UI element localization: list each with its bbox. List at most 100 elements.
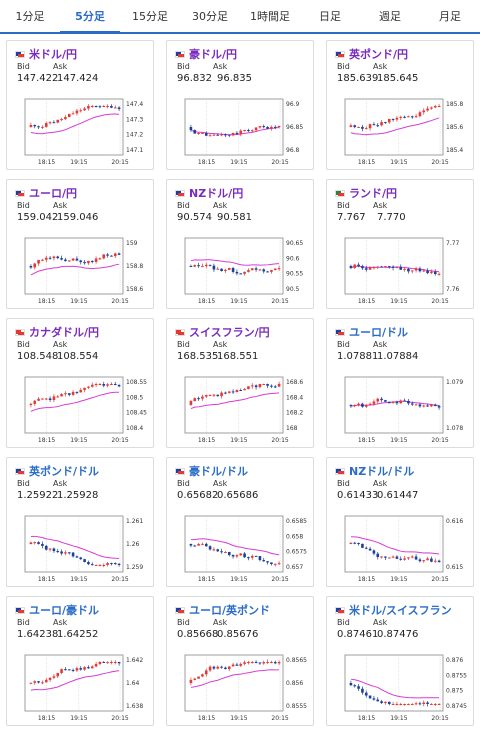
bid-value: 1.64238 (17, 629, 59, 640)
mini-candlestick-chart[interactable]: 168.6 168.4 168.2 168 18:15 19:15 20:15 (171, 371, 311, 445)
candle-body (79, 389, 83, 393)
bid-ask-labels: Bid Ask (177, 618, 249, 627)
currency-pair-link[interactable]: ユーロ/円 (29, 187, 78, 200)
currency-pair-link[interactable]: NZドル/ドル (349, 465, 415, 478)
candle-body (422, 405, 426, 407)
currency-card[interactable]: ユーロ/英ポンド Bid Ask 0.85668 0.85676 0.8565 0.856 0… (166, 596, 314, 726)
currency-card[interactable]: 豪ドル/円 Bid Ask 96.832 96.835 96.9 96.85 96.8 18:1… (166, 40, 314, 170)
mini-candlestick-chart[interactable]: 1.261 1.26 1.259 18:15 19:15 20:15 (11, 510, 151, 584)
currency-pair-link[interactable]: 米ドル/円 (29, 48, 78, 61)
candle-body (250, 130, 254, 132)
candle-body (277, 563, 281, 565)
candle-body (247, 662, 250, 663)
candle-body (437, 560, 441, 563)
candle-body (266, 662, 269, 663)
candle-body (216, 666, 220, 669)
currency-pair-link[interactable]: ユーロ/英ポンド (189, 604, 271, 617)
tab-timeframe[interactable]: 5分足 (60, 0, 120, 34)
currency-card[interactable]: ランド/円 Bid Ask 7.767 7.770 7.77 7.76 18:15 19:15 2… (326, 179, 474, 309)
mini-candlestick-chart[interactable]: 7.77 7.76 18:15 19:15 20:15 (331, 232, 471, 306)
candle-body (262, 126, 266, 128)
ask-label: Ask (213, 62, 228, 71)
tab-timeframe[interactable]: 30分足 (192, 10, 228, 23)
candle-body (110, 662, 113, 663)
currency-card[interactable]: 英ポンド/ドル Bid Ask 1.25922 1.25928 1.261 1.26 1.25… (6, 457, 154, 587)
candle-body (113, 384, 117, 385)
bid-ask-values: 108.548 108.554 (17, 351, 98, 362)
mini-candlestick-chart[interactable]: 90.65 90.6 90.55 90.5 18:15 19:15 20:15 (171, 232, 311, 306)
tab-timeframe[interactable]: 月足 (439, 10, 461, 23)
currency-card[interactable]: ユーロ/ドル Bid Ask 1.07881 1.07884 1.079 1.078 18:1… (326, 318, 474, 448)
mini-candlestick-chart[interactable]: 96.9 96.85 96.8 18:15 19:15 20:15 (171, 93, 311, 167)
x-tick-label: 19:15 (70, 298, 87, 305)
currency-pair-link[interactable]: NZドル/円 (189, 187, 244, 200)
candle-body (258, 662, 262, 664)
candle-body (395, 117, 399, 120)
candle-body (60, 394, 63, 397)
tab-timeframe[interactable]: 週足 (379, 10, 401, 23)
bid-ask-values: 0.61433 0.61447 (337, 490, 418, 501)
candle-body (33, 400, 37, 404)
currency-card[interactable]: NZドル/ドル Bid Ask 0.61433 0.61447 0.616 0.615 18:… (326, 457, 474, 587)
mini-candlestick-chart[interactable]: 1.079 1.078 18:15 19:15 20:15 (331, 371, 471, 445)
mini-candlestick-chart[interactable]: 0.6585 0.658 0.6575 0.657 18:15 19:15 20:15 (171, 510, 311, 584)
currency-card[interactable]: 英ポンド/円 Bid Ask 185.639 185.645 185.8 185.6 185.… (326, 40, 474, 170)
candle-body (71, 391, 75, 395)
candle-body (430, 558, 433, 562)
currency-card[interactable]: NZドル/円 Bid Ask 90.574 90.581 90.65 90.6 90.55 90… (166, 179, 314, 309)
currency-pair-link[interactable]: ユーロ/ドル (349, 326, 409, 339)
mini-candlestick-chart[interactable]: 0.616 0.615 18:15 19:15 20:15 (331, 510, 471, 584)
candle-body (387, 701, 391, 704)
tab-timeframe[interactable]: 日足 (319, 10, 341, 23)
currency-card[interactable]: ユーロ/円 Bid Ask 159.042 159.046 159 158.8 158.6 18… (6, 179, 154, 309)
tab-timeframe[interactable]: 1分足 (15, 10, 45, 23)
candle-body (208, 394, 212, 396)
candle-body (254, 385, 258, 388)
candle-body (83, 387, 86, 390)
currency-card[interactable]: 豪ドル/ドル Bid Ask 0.65682 0.65686 0.6585 0.658 0.6… (166, 457, 314, 587)
currency-pair-link[interactable]: 英ポンド/ドル (29, 465, 100, 478)
candle-body (98, 565, 102, 566)
candle-body (33, 125, 37, 127)
card-header: 米ドル/円 (15, 46, 77, 62)
candle-body (98, 662, 102, 665)
y-tick-label: 0.6575 (286, 549, 307, 556)
currency-card[interactable]: カナダドル/円 Bid Ask 108.548 108.554 108.55 108.5 10… (6, 318, 154, 448)
currency-pair-link[interactable]: 豪ドル/ドル (189, 465, 249, 478)
y-tick-label: 158.6 (126, 286, 143, 293)
mini-candlestick-chart[interactable]: 185.8 185.6 185.4 18:15 19:15 20:15 (331, 93, 471, 167)
currency-pair-link[interactable]: 英ポンド/円 (349, 48, 409, 61)
mini-candlestick-chart[interactable]: 147.4 147.3 147.2 147.1 18:15 19:15 20:15 (11, 93, 151, 167)
tab-timeframe[interactable]: 1時間足 (250, 10, 290, 23)
mini-candlestick-chart[interactable]: 108.55 108.5 108.45 108.4 18:15 19:15 20:15 (11, 371, 151, 445)
currency-card[interactable]: 米ドル/円 Bid Ask 147.422 147.424 147.4 147.3 147.2… (6, 40, 154, 170)
candle-body (430, 404, 433, 407)
candle-body (90, 564, 94, 566)
currency-pair-link[interactable]: 豪ドル/円 (189, 48, 238, 61)
currency-pair-link[interactable]: スイスフラン/円 (189, 326, 270, 339)
moving-average-line (30, 670, 120, 691)
candle-body (254, 555, 258, 557)
bid-ask-labels: Bid Ask (337, 479, 409, 488)
tab-timeframe[interactable]: 15分足 (132, 10, 168, 23)
currency-card[interactable]: 米ドル/スイスフラン Bid Ask 0.87461 0.87476 0.876 0.875… (326, 596, 474, 726)
candle-body (395, 401, 399, 404)
candle-body (273, 268, 277, 270)
candle-body (201, 396, 204, 399)
candle-body (384, 122, 387, 124)
mini-candlestick-chart[interactable]: 0.876 0.8755 0.875 0.8745 18:15 19:15 20:15 (331, 649, 471, 723)
candle-body (52, 256, 56, 259)
currency-pair-link[interactable]: ランド/円 (349, 187, 398, 200)
currency-pair-link[interactable]: ユーロ/豪ドル (29, 604, 100, 617)
candle-body (239, 553, 243, 556)
candle-body (110, 106, 113, 108)
currency-pair-link[interactable]: カナダドル/円 (29, 326, 100, 339)
mini-candlestick-chart[interactable]: 1.642 1.64 1.638 18:15 19:15 20:15 (11, 649, 151, 723)
currency-pair-link[interactable]: 米ドル/スイスフラン (349, 604, 452, 617)
bid-ask-labels: Bid Ask (177, 62, 249, 71)
mini-candlestick-chart[interactable]: 159 158.8 158.6 18:15 19:15 20:15 (11, 232, 151, 306)
mini-candlestick-chart[interactable]: 0.8565 0.856 0.8555 18:15 19:15 20:15 (171, 649, 311, 723)
candle-body (98, 384, 102, 385)
currency-card[interactable]: スイスフラン/円 Bid Ask 168.535 168.551 168.6 168.4 16… (166, 318, 314, 448)
currency-card[interactable]: ユーロ/豪ドル Bid Ask 1.64238 1.64252 1.642 1.64 1.63… (6, 596, 154, 726)
